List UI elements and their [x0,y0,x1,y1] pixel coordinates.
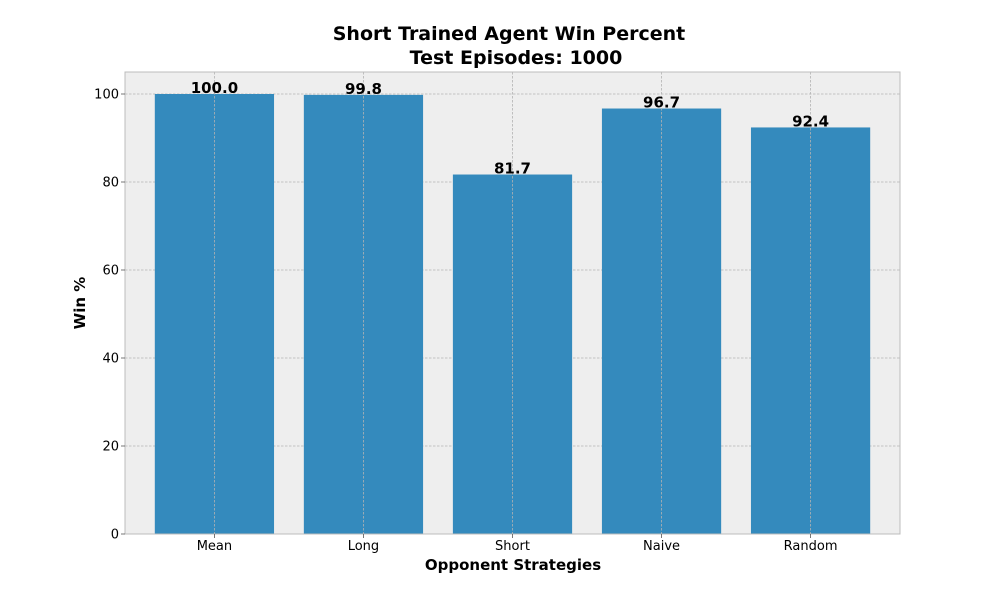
x-axis-label: Opponent Strategies [425,556,601,574]
vertical-grid-lines [214,72,811,534]
data-label-mean: 100.0 [191,79,238,97]
data-label-long: 99.8 [345,80,382,98]
y-tick-label: 60 [102,264,119,279]
x-tick-label: Long [348,539,379,554]
data-label-random: 92.4 [792,112,829,130]
data-label-naive: 96.7 [643,94,680,112]
chart-title: Short Trained Agent Win Percent [333,23,686,45]
data-label-short: 81.7 [494,160,531,178]
y-tick-label: 80 [102,176,119,191]
y-tick-label: 0 [111,528,119,543]
x-axis-ticks: Mean Long Short Naive Random [197,534,838,554]
y-axis-label: Win % [71,277,89,330]
y-tick-label: 40 [102,352,119,367]
data-labels: 100.0 99.8 81.7 96.7 92.4 [191,79,829,178]
x-tick-label: Mean [197,539,232,554]
y-axis-ticks: 0 20 40 60 80 100 [94,88,125,543]
y-tick-label: 20 [102,440,119,455]
chart-subtitle: Test Episodes: 1000 [410,47,623,69]
y-tick-label: 100 [94,88,119,103]
x-tick-label: Naive [643,539,680,554]
x-tick-label: Random [784,539,838,554]
x-tick-label: Short [495,539,530,554]
